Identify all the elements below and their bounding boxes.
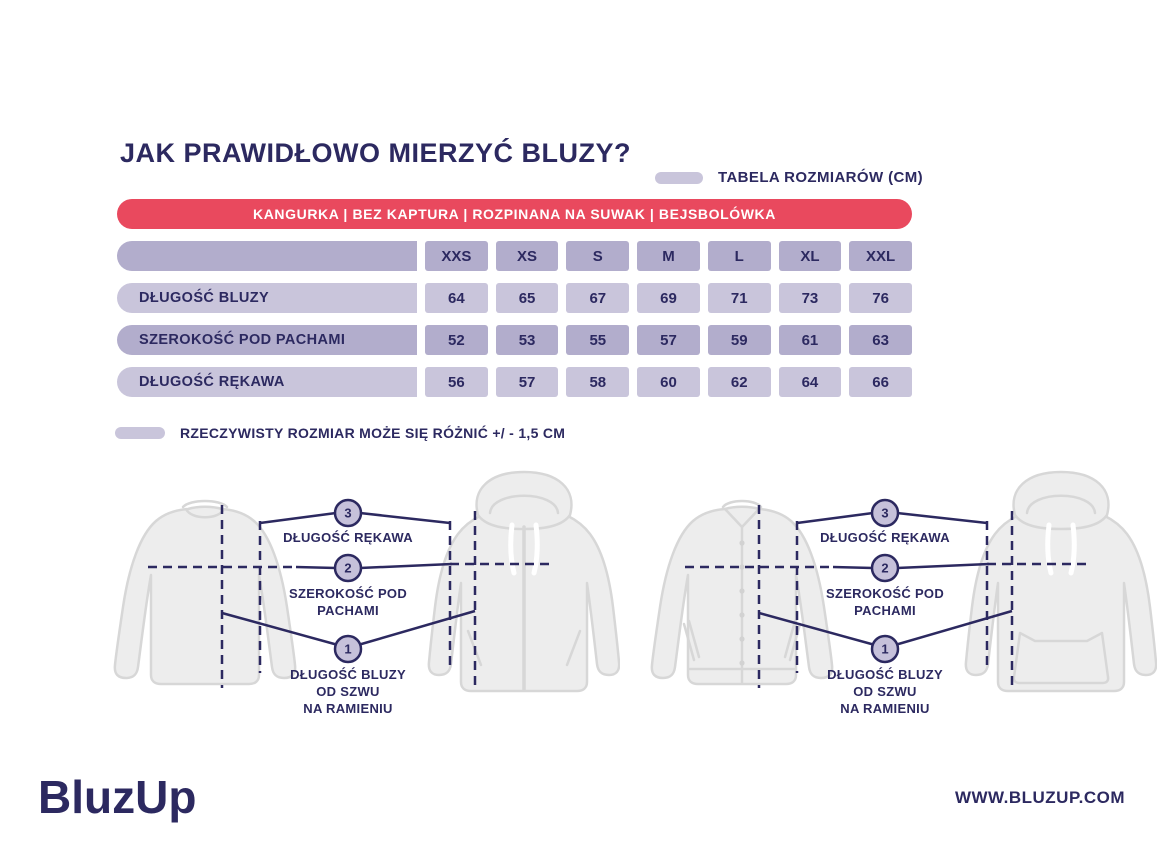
table-value: 67 [566,283,630,313]
category-banner: KANGURKA | BEZ KAPTURA | ROZPINANA NA SU… [117,199,912,229]
table-value: 73 [778,283,842,313]
label-line: SZEROKOŚĆ POD [825,586,945,601]
size-header: XXL [849,241,912,271]
measurement-label-2: SZEROKOŚĆ POD PACHAMI [248,585,448,619]
legend-label: TABELA ROZMIARÓW (CM) [718,169,924,186]
table-value: 64 [778,367,842,397]
size-header: L [707,241,771,271]
row-label: DŁUGOŚĆ BLUZY [117,283,417,313]
label-line: DŁUGOŚĆ BLUZY [827,667,943,682]
table-value: 53 [495,325,559,355]
brand-logo: BluzUp [38,771,197,823]
label-line: OD SZWU [853,684,917,699]
measuring-diagram-right: DŁUGOŚĆ RĘKAWA SZEROKOŚĆ POD PACHAMI DŁU… [637,463,1157,735]
size-header: S [566,241,630,271]
table-value: 76 [849,283,912,313]
row-label: SZEROKOŚĆ POD PACHAMI [117,325,417,355]
table-value: 63 [849,325,912,355]
measurement-label-3: DŁUGOŚĆ RĘKAWA [785,529,985,546]
table-value: 59 [707,325,771,355]
category-banner-text: KANGURKA | BEZ KAPTURA | ROZPINANA NA SU… [253,206,776,222]
table-value: 52 [425,325,488,355]
note-text: RZECZYWISTY ROZMIAR MOŻE SIĘ RÓŻNIĆ +/ -… [180,425,566,441]
table-value: 61 [778,325,842,355]
label-line: DŁUGOŚĆ RĘKAWA [820,530,950,545]
table-value: 58 [566,367,630,397]
size-header: M [637,241,700,271]
row-label: DŁUGOŚĆ RĘKAWA [117,367,417,397]
table-value: 57 [637,325,700,355]
measurement-label-2: SZEROKOŚĆ POD PACHAMI [785,585,985,619]
table-value: 71 [707,283,771,313]
measuring-diagram-left: DŁUGOŚĆ RĘKAWA SZEROKOŚĆ POD PACHAMI DŁU… [100,463,620,735]
tolerance-note: RZECZYWISTY ROZMIAR MOŻE SIĘ RÓŻNIĆ +/ -… [115,425,565,441]
label-line: SZEROKOŚĆ POD [288,586,408,601]
size-header: XXS [425,241,488,271]
size-table: XXS XS S M L XL XXL DŁUGOŚĆ BLUZY 64 65 … [117,241,912,397]
size-table-legend: TABELA ROZMIARÓW (CM) [655,169,923,186]
table-value: 62 [707,367,771,397]
label-line: DŁUGOŚĆ RĘKAWA [283,530,413,545]
table-value: 60 [637,367,700,397]
size-header: XL [778,241,842,271]
label-line: NA RAMIENIU [840,701,930,716]
table-value: 65 [495,283,559,313]
table-value: 64 [425,283,488,313]
label-line: OD SZWU [316,684,380,699]
label-line: PACHAMI [317,603,379,618]
zip-hoodie-illustration [429,472,619,691]
table-value: 56 [425,367,488,397]
measurement-label-1: DŁUGOŚĆ BLUZY OD SZWU NA RAMIENIU [248,666,448,717]
label-line: PACHAMI [854,603,916,618]
table-value: 66 [849,367,912,397]
table-value: 55 [566,325,630,355]
table-corner-cell [117,241,417,271]
label-line: NA RAMIENIU [303,701,393,716]
website-url: WWW.BLUZUP.COM [954,788,1125,807]
table-value: 69 [637,283,700,313]
measurement-label-1: DŁUGOŚĆ BLUZY OD SZWU NA RAMIENIU [785,666,985,717]
legend-pill-icon [655,171,703,184]
label-line: DŁUGOŚĆ BLUZY [290,667,406,682]
size-header: XS [495,241,559,271]
table-value: 57 [495,367,559,397]
pullover-hoodie-illustration [966,472,1156,691]
note-pill-icon [115,427,165,439]
page-title: JAK PRAWIDŁOWO MIERZYĆ BLUZY? [120,138,631,169]
measurement-label-3: DŁUGOŚĆ RĘKAWA [248,529,448,546]
